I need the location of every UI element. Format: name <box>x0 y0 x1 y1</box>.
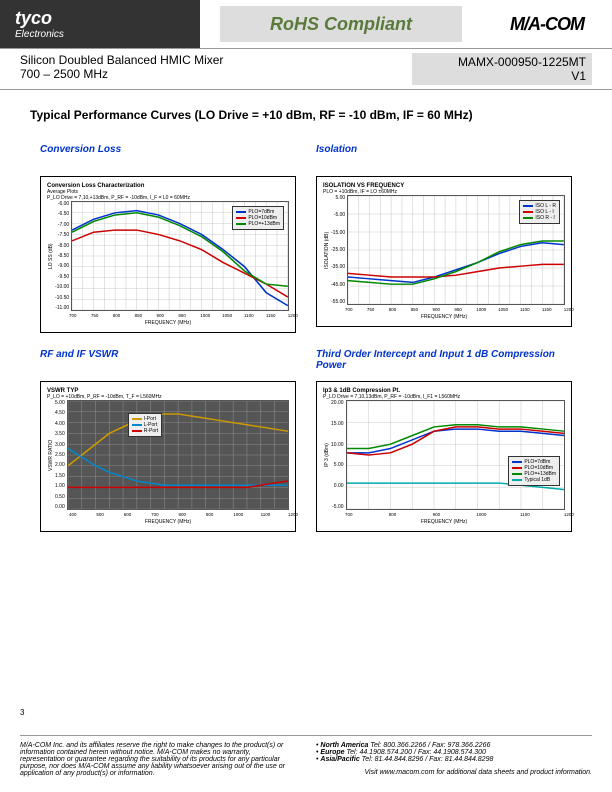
chart-label: Third Order Intercept and Input 1 dB Com… <box>316 349 572 373</box>
subheader: Silicon Doubled Balanced HMIC Mixer 700 … <box>0 49 612 90</box>
xaxis: 700800900100011001200 <box>345 510 565 517</box>
ylabel: VSWR RATIO <box>47 400 55 510</box>
chart-conversion-loss: Conversion Loss Conversion Loss Character… <box>40 138 296 333</box>
right-logo-block: M/A-COM <box>482 0 612 48</box>
chart-label: RF and IF VSWR <box>40 349 296 373</box>
xlabel: FREQUENCY (MHz) <box>47 320 289 326</box>
chart-box: ISOLATION VS FREQUENCYPLO = +10dBm, IF =… <box>316 176 572 327</box>
brand-bottom: Electronics <box>15 29 185 40</box>
part-line1: MAMX-000950-1225MT <box>418 55 586 69</box>
xaxis: 400500600700800900100011001200 <box>69 510 289 517</box>
chart-isolation: Isolation ISOLATION VS FREQUENCYPLO = +10… <box>316 138 572 333</box>
xlabel: FREQUENCY (MHz) <box>47 519 289 525</box>
ap-label: Asia/Pacific <box>320 756 359 763</box>
xaxis: 70075080085090095010001050110011501200 <box>345 305 565 312</box>
plot-area: ISO L - RISO L - IISO R - I <box>347 195 565 305</box>
footer: M/A-COM Inc. and its affiliates reserve … <box>20 735 592 777</box>
ylabel: ISOLATION (dB) <box>323 195 331 305</box>
yaxis: 5.00-5.00-15.00-25.00-35.00-45.00-55.00 <box>331 195 347 305</box>
macom-logo: M/A-COM <box>510 14 584 35</box>
legend: ISO L - RISO L - IISO R - I <box>519 200 560 224</box>
plot-area: PLO=7dBmPLO=10dBmPLO=+13dBmTypical 1dB <box>346 400 565 510</box>
chart-box: Ip3 & 1dB Compression Pt.P_LO Drive = 7,… <box>316 381 572 532</box>
page-number: 3 <box>20 708 24 717</box>
chart-label: Conversion Loss <box>40 144 296 168</box>
yaxis: 20.0015.0010.005.000.00-5.00 <box>331 400 346 510</box>
plot-area: PLO=7dBmPLO=10dBmPLO=+13dBm <box>71 201 289 311</box>
header: tyco Electronics RoHS Compliant M/A-COM <box>0 0 612 49</box>
product-line2: 700 – 2500 MHz <box>20 67 412 81</box>
plot-area: I-PortL-PortR-Port <box>67 400 289 510</box>
footer-disclaimer: M/A-COM Inc. and its affiliates reserve … <box>20 742 296 777</box>
xlabel: FREQUENCY (MHz) <box>323 519 565 525</box>
product-line1: Silicon Doubled Balanced HMIC Mixer <box>20 53 412 67</box>
brand-block: tyco Electronics <box>0 0 200 48</box>
chart-ip3: Third Order Intercept and Input 1 dB Com… <box>316 343 572 532</box>
eu-phone: Tel: 44.1908.574.200 / Fax: 44.1908.574.… <box>346 749 485 756</box>
chart-label: Isolation <box>316 144 572 168</box>
na-label: North America <box>320 742 368 749</box>
footer-website: Visit www.macom.com for additional data … <box>316 769 592 776</box>
footer-contacts: • North America Tel: 800.366.2266 / Fax:… <box>316 742 592 777</box>
chart-vswr: RF and IF VSWR VSWR TYPP_LO = +10dBm, P_R… <box>40 343 296 532</box>
charts-grid: Conversion Loss Conversion Loss Character… <box>0 128 612 542</box>
brand-top: tyco <box>15 8 185 29</box>
compliance-badge: RoHS Compliant <box>220 6 462 42</box>
xaxis: 70075080085090095010001050110011501200 <box>69 311 289 318</box>
legend: PLO=7dBmPLO=10dBmPLO=+13dBmTypical 1dB <box>508 456 560 486</box>
xlabel: FREQUENCY (MHz) <box>323 314 565 320</box>
part-number-block: MAMX-000950-1225MT V1 <box>412 53 592 85</box>
chart-box: VSWR TYPP_LO = +10dBm, P_RF = -10dBm, T_… <box>40 381 296 532</box>
chart-box: Conversion Loss CharacterizationAverage … <box>40 176 296 333</box>
legend: PLO=7dBmPLO=10dBmPLO=+13dBm <box>232 206 284 230</box>
part-line2: V1 <box>418 69 586 83</box>
product-name: Silicon Doubled Balanced HMIC Mixer 700 … <box>20 53 412 85</box>
eu-label: Europe <box>320 749 344 756</box>
yaxis: 5.004.504.003.503.002.502.001.501.000.50… <box>55 400 67 510</box>
ylabel: LO SS (dB) <box>47 201 55 311</box>
ap-phone: Tel: 81.44.844.8296 / Fax: 81.44.844.829… <box>362 756 494 763</box>
yaxis: -6.00-6.50-7.00-7.50-8.00-8.50-9.00-9.50… <box>55 201 71 311</box>
page-title: Typical Performance Curves (LO Drive = +… <box>0 90 612 128</box>
legend: I-PortL-PortR-Port <box>128 413 162 437</box>
ylabel: IP 3 (dBm) <box>323 400 331 510</box>
na-phone: Tel: 800.366.2266 / Fax: 978.366.2266 <box>370 742 490 749</box>
